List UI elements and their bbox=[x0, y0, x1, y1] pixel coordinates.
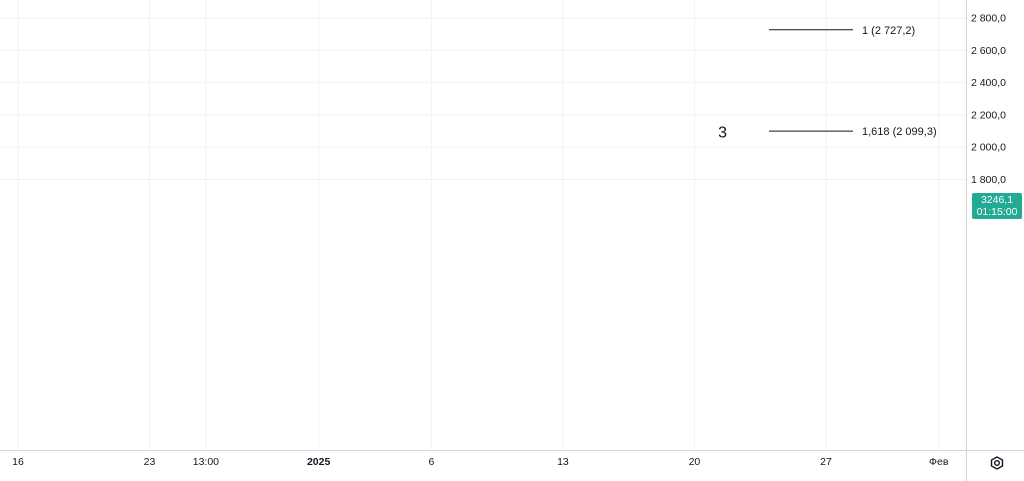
gear-icon bbox=[990, 456, 1004, 470]
x-tick-label[interactable]: 6 bbox=[428, 456, 434, 468]
level-label: 1,618 (2 099,3) bbox=[862, 126, 937, 138]
fib-levels[interactable]: 1 (2 727,2) 1,618 (2 099,3) bbox=[769, 25, 937, 138]
y-axis-ticks[interactable]: 1 800,0 2 000,0 2 200,0 2 400,0 2 600,0 2 800… bbox=[971, 0, 1006, 186]
y-tick-label[interactable]: 2 600,0 bbox=[971, 45, 1006, 57]
wave-labels: c(v)1ab2c3 bbox=[117, 0, 727, 142]
x-tick-label[interactable]: 16 bbox=[12, 456, 24, 468]
y-tick-label[interactable]: 2 800,0 bbox=[971, 13, 1006, 25]
level-label: 1 (2 727,2) bbox=[862, 25, 915, 37]
y-tick-label[interactable]: 2 200,0 bbox=[971, 109, 1006, 121]
wave-label: 1 bbox=[117, 0, 126, 4]
last-price-value: 3246,1 bbox=[980, 194, 1014, 206]
grid bbox=[0, 0, 966, 450]
price-countdown: 01:15:00 bbox=[976, 206, 1018, 218]
chart-settings-button[interactable] bbox=[986, 452, 1008, 474]
x-tick-label[interactable]: 13 bbox=[557, 456, 569, 468]
y-tick-label[interactable]: 2 400,0 bbox=[971, 77, 1006, 89]
x-tick-label[interactable]: 23 bbox=[144, 456, 156, 468]
x-tick-label[interactable]: 27 bbox=[820, 456, 832, 468]
y-tick-label[interactable]: 1 800,0 bbox=[971, 174, 1006, 186]
last-price-badge: 3246,1 01:15:00 bbox=[972, 193, 1022, 219]
x-tick-label[interactable]: Фев bbox=[929, 456, 949, 468]
x-tick-label[interactable]: 20 bbox=[689, 456, 701, 468]
x-tick-label[interactable]: 2025 bbox=[307, 456, 331, 468]
x-tick-label[interactable]: 13:00 bbox=[193, 456, 219, 468]
wave-label: 3 bbox=[718, 125, 727, 142]
y-tick-label[interactable]: 2 000,0 bbox=[971, 142, 1006, 154]
x-axis-ticks[interactable]: 16 23 13:00 2025 6 13 20 27 Фев bbox=[12, 456, 949, 468]
